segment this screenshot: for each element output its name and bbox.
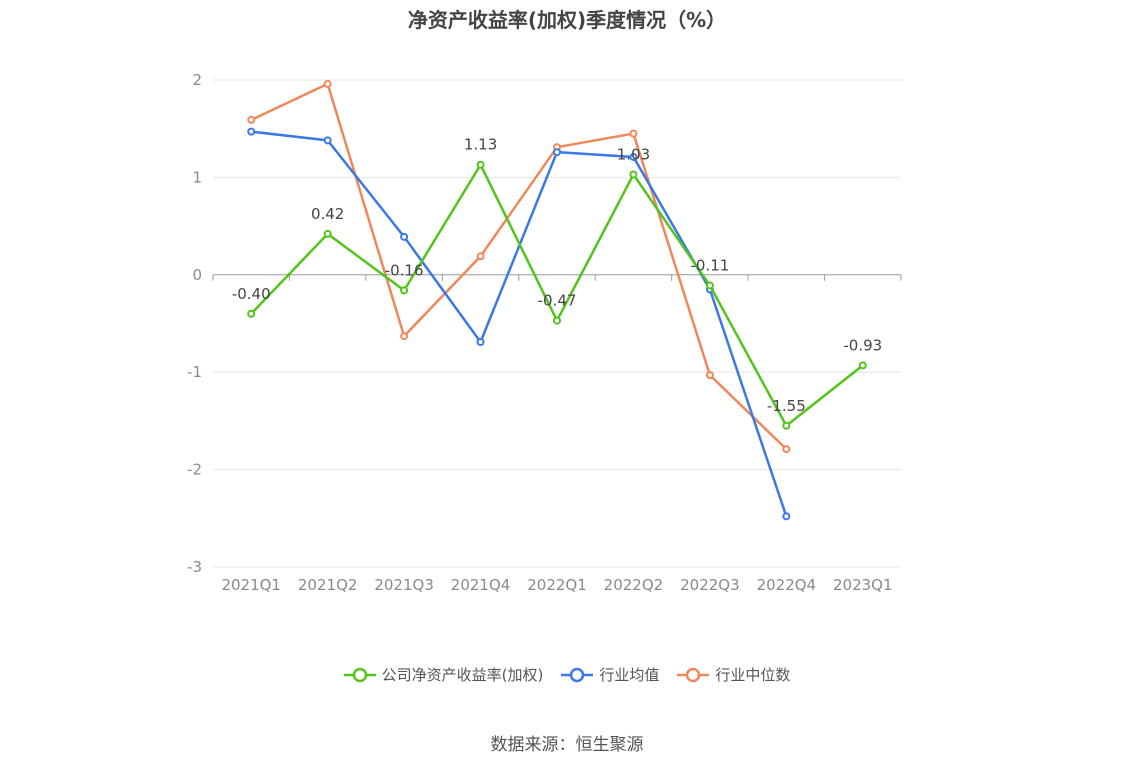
data-label: -0.16 [385, 261, 424, 279]
data-point [553, 316, 561, 325]
series-lines [247, 79, 867, 521]
data-label: -0.11 [690, 257, 729, 275]
legend-item[interactable]: 行业均值 [561, 664, 659, 685]
axes: 2 1 0 -1 -2 -3 2021Q1 2021Q2 2021Q3 2021Q4 2022Q1 2… [187, 71, 902, 594]
series-line [251, 130, 788, 517]
data-point [323, 136, 332, 145]
data-point [782, 512, 791, 521]
data-point [705, 371, 714, 380]
legend-marker-icon [677, 667, 710, 682]
data-label: -0.93 [843, 336, 882, 354]
data-point [247, 127, 256, 136]
x-tick-label: 2022Q2 [604, 576, 664, 594]
x-tick-label: 2021Q4 [451, 576, 511, 594]
data-point [400, 332, 409, 341]
chart-title: 净资产收益率(加权)季度情况（%） [407, 8, 727, 32]
legend-item[interactable]: 行业中位数 [677, 664, 790, 685]
legend-label: 行业中位数 [715, 666, 791, 684]
data-point [400, 286, 409, 295]
x-tick-label: 2021Q2 [298, 576, 358, 594]
data-label: -0.47 [538, 292, 577, 310]
y-tick-label: 1 [192, 168, 202, 186]
data-point [629, 170, 638, 179]
y-tick-label: -3 [187, 558, 202, 576]
x-tick-label: 2021Q1 [221, 576, 281, 594]
data-point [476, 338, 485, 347]
data-point [476, 252, 485, 261]
x-tick-label: 2022Q1 [527, 576, 587, 594]
data-point [858, 361, 867, 370]
data-point [323, 79, 332, 88]
x-tick-label: 2023Q1 [833, 576, 893, 594]
legend: 公司净资产收益率(加权) 行业均值 行业中位数 [0, 664, 1134, 685]
data-point [782, 445, 791, 454]
legend-label: 行业均值 [599, 666, 660, 684]
data-label: -0.40 [232, 285, 271, 303]
data-label: -1.55 [767, 397, 806, 415]
legend-item[interactable]: 公司净资产收益率(加权) [343, 664, 544, 685]
source-note: 数据来源：恒生聚源 [490, 735, 644, 755]
data-point [476, 160, 485, 169]
data-point [629, 129, 638, 138]
data-point [629, 152, 638, 161]
data-point [705, 281, 714, 290]
x-tick-label: 2022Q4 [757, 576, 817, 594]
data-point [247, 115, 256, 124]
data-label: 1.13 [464, 136, 497, 154]
y-tick-label: -1 [187, 363, 202, 381]
data-labels: -0.40 0.42 -0.16 1.13 -0.47 1.03 -0.11 -1.55 -0.… [232, 136, 882, 415]
data-label: 1.03 [617, 145, 650, 163]
y-tick-label: 2 [192, 71, 202, 89]
y-tick-label: -2 [187, 461, 202, 479]
y-tick-label: 0 [192, 266, 202, 284]
data-label: 0.42 [311, 205, 344, 223]
line-chart: 2 1 0 -1 -2 -3 2021Q1 2021Q2 2021Q3 2021Q4 2022Q1 2… [187, 71, 902, 594]
series-line [250, 82, 788, 451]
data-point [247, 309, 256, 318]
x-tick-label: 2021Q3 [374, 576, 434, 594]
legend-marker-icon [343, 667, 376, 682]
data-point [323, 229, 332, 238]
data-point [400, 232, 409, 241]
x-tick-label: 2022Q3 [680, 576, 740, 594]
legend-label: 公司净资产收益率(加权) [381, 666, 544, 684]
data-point [553, 148, 561, 157]
data-point [782, 421, 791, 430]
legend-marker-icon [561, 667, 594, 682]
